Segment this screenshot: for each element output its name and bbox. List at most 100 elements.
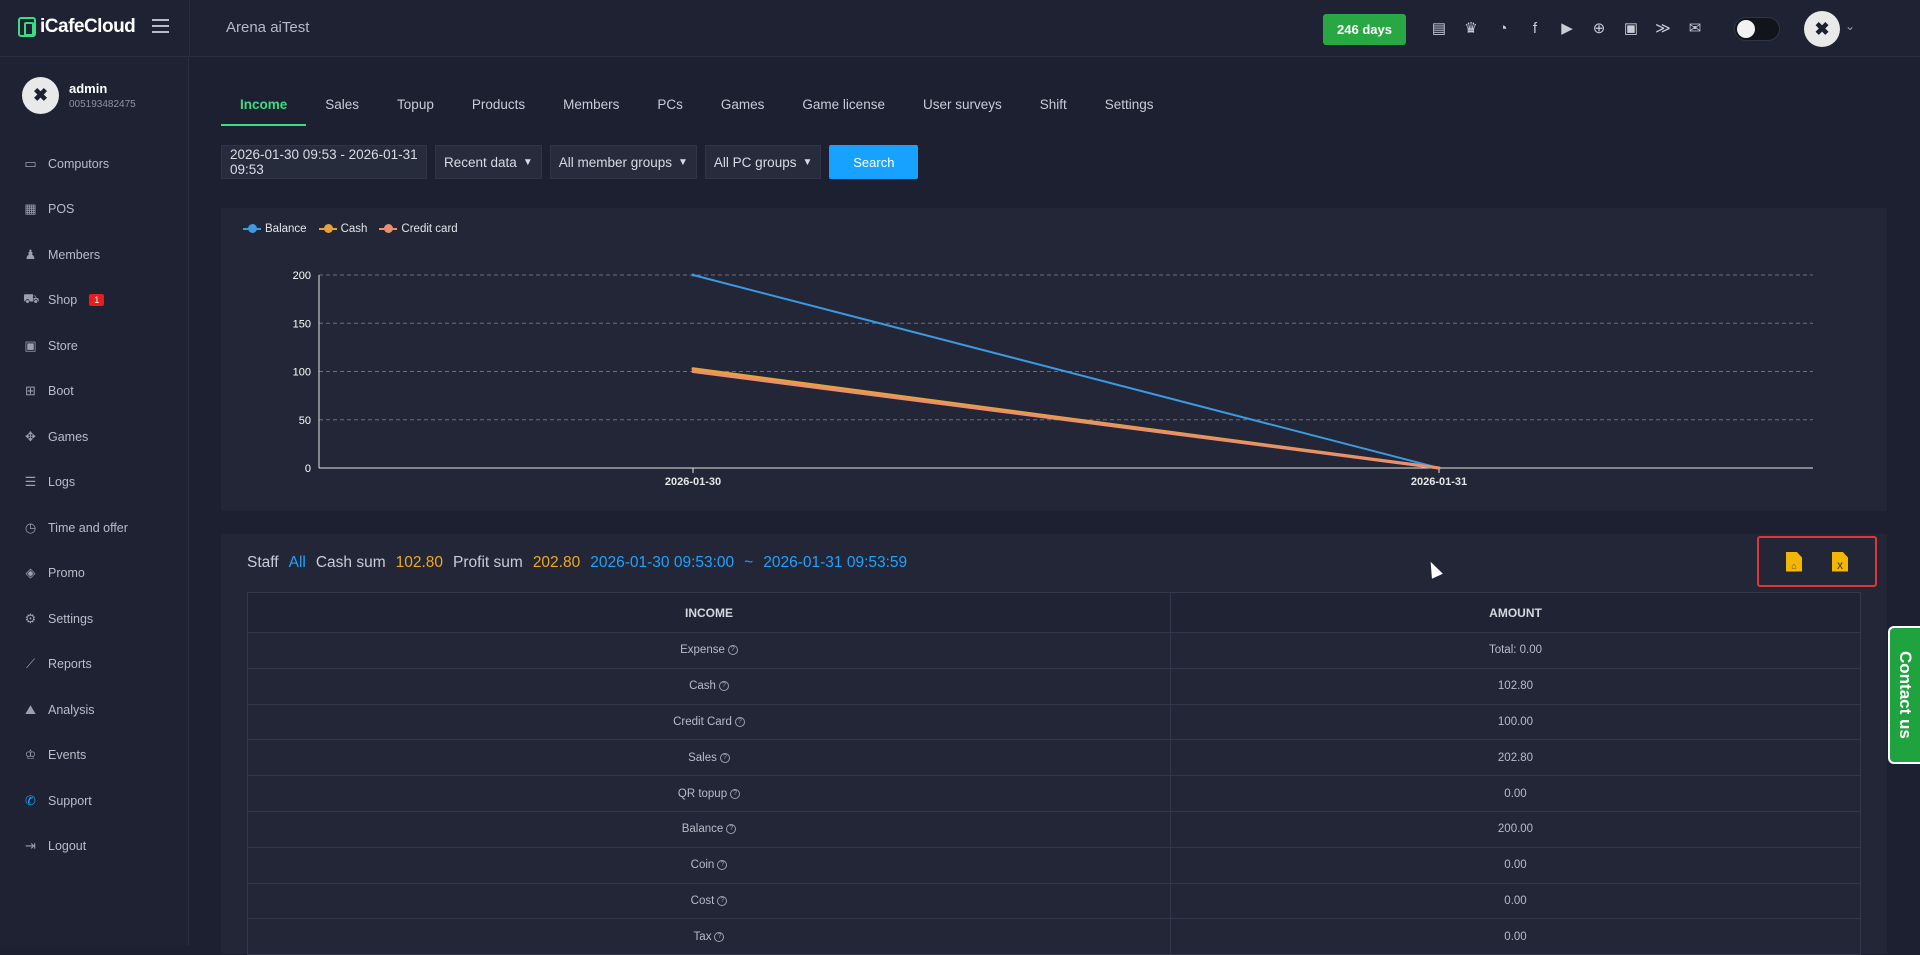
divider (189, 0, 190, 57)
staff-value[interactable]: All (288, 554, 306, 571)
tab-shift[interactable]: Shift (1039, 97, 1067, 112)
sidebar-item-events[interactable]: ♔ Events (0, 733, 189, 779)
sidebar-item-label: Logout (48, 839, 87, 854)
y-tick-label: 150 (293, 318, 311, 330)
rss-icon[interactable]: ◔ (1498, 19, 1508, 37)
sidebar-item-label: Games (48, 429, 89, 444)
income-label: Tax (693, 930, 712, 943)
tab-games[interactable]: Games (720, 97, 765, 112)
member-groups-select[interactable]: All member groups ▼ (549, 145, 697, 179)
data-point (1437, 466, 1441, 470)
chart-legend: Balance Cash Credit card (243, 223, 458, 235)
income-label: QR topup (677, 787, 728, 800)
help-icon[interactable]: ? (719, 752, 730, 763)
export-excel-icon[interactable]: X (1832, 551, 1848, 572)
user-profile[interactable]: ✖ admin 005193482475 (22, 77, 136, 114)
data-point (691, 367, 695, 371)
sidebar-item-label: Computors (48, 156, 110, 171)
data-select[interactable]: Recent data ▼ (435, 145, 542, 179)
mail-icon[interactable]: ✉ (1688, 20, 1702, 37)
member-groups-value: All member groups (558, 154, 673, 170)
sidebar-item-label: Shop (48, 293, 78, 308)
income-summary-panel: Staff All Cash sum 102.80 Profit sum 202… (221, 534, 1887, 955)
brand-icon[interactable]: ≫ (1655, 20, 1671, 37)
sidebar-item-label: Promo (48, 566, 85, 581)
y-tick-label: 0 (305, 463, 311, 475)
hamburger-menu-icon[interactable] (152, 19, 169, 33)
help-icon[interactable]: ? (714, 931, 725, 942)
tab-income[interactable]: Income (221, 88, 307, 126)
icafe-icon[interactable]: ▣ (1623, 20, 1639, 37)
tab-members[interactable]: Members (563, 97, 620, 112)
days-badge[interactable]: 246 days (1323, 14, 1406, 45)
help-icon[interactable]: ? (727, 645, 738, 656)
tab-game-license[interactable]: Game license (802, 97, 885, 112)
tag-icon: ◈ (25, 565, 36, 581)
area-chart-icon: ⛰ (25, 701, 36, 717)
tab-pcs[interactable]: PCs (657, 97, 683, 112)
ranking-icon[interactable]: ▤ (1431, 20, 1447, 37)
youtube-icon[interactable]: ▶ (1561, 20, 1573, 37)
income-cell: Cash? (247, 667, 1171, 705)
sidebar-item-reports[interactable]: ⟋ Reports (0, 642, 189, 688)
pc-groups-select[interactable]: All PC groups ▼ (704, 145, 822, 179)
help-icon[interactable]: ? (734, 716, 745, 727)
tab-settings[interactable]: Settings (1104, 97, 1154, 112)
sidebar-item-logout[interactable]: ⇥ Logout (0, 824, 189, 870)
help-icon[interactable]: ? (718, 681, 729, 692)
sidebar-nav: ▭ Computors ▦ POS ♟ Members ⛟ Shop 1 ▣ Store ⊞ Boot ✥… (0, 141, 189, 869)
sidebar-item-boot[interactable]: ⊞ Boot (0, 369, 189, 415)
sidebar-item-time-and-offer[interactable]: ◷ Time and offer (0, 505, 189, 551)
chevron-down-icon: ▼ (678, 156, 688, 168)
sidebar-item-store[interactable]: ▣ Store (0, 323, 189, 369)
facebook-icon[interactable]: f (1532, 19, 1538, 37)
legend-item-credit-card[interactable]: Credit card (379, 223, 458, 235)
date-range-input[interactable]: 2026-01-30 09:53 - 2026-01-31 09:53 (221, 145, 427, 179)
trophy-icon[interactable]: ♛ (1464, 20, 1478, 37)
sidebar-item-logs[interactable]: ☰ Logs (0, 460, 189, 506)
sidebar-item-settings[interactable]: ⚙ Settings (0, 596, 189, 642)
cash-sum-label: Cash sum (315, 554, 386, 571)
chevron-down-icon[interactable]: ⌄ (1845, 19, 1856, 33)
help-icon[interactable]: ? (726, 824, 737, 835)
theme-toggle[interactable] (1734, 17, 1780, 41)
tab-products[interactable]: Products (471, 97, 526, 112)
sidebar-item-computors[interactable]: ▭ Computors (0, 141, 189, 187)
sidebar-item-support[interactable]: ✆ Support (0, 778, 189, 824)
help-icon[interactable]: ? (730, 788, 741, 799)
tab-user-surveys[interactable]: User surveys (922, 97, 1002, 112)
app-logo[interactable]: iCafeCloud (18, 16, 136, 38)
tab-sales[interactable]: Sales (325, 97, 360, 112)
help-icon[interactable]: ? (717, 860, 728, 871)
globe-icon[interactable]: ⊕ (1592, 20, 1606, 37)
bag-icon: ▣ (24, 337, 37, 353)
income-cell: Sales? (247, 739, 1171, 777)
table-row: Sales? 202.80 (247, 739, 1861, 777)
income-cell: Credit Card? (247, 703, 1171, 741)
legend-item-balance[interactable]: Balance (243, 223, 307, 235)
amount-cell: 0.00 (1170, 775, 1861, 812)
help-icon[interactable]: ? (717, 895, 728, 906)
export-buttons: ⌂ X (1757, 536, 1877, 587)
income-label: Balance (681, 823, 724, 836)
amount-cell: 202.80 (1170, 739, 1861, 777)
sidebar-item-label: Support (48, 793, 92, 808)
contact-us-button[interactable]: Contact us (1888, 626, 1920, 764)
cash-sum-value: 102.80 (395, 554, 444, 571)
search-button[interactable]: Search (829, 145, 919, 179)
amount-cell: 102.80 (1170, 667, 1861, 705)
sidebar-item-analysis[interactable]: ⛰ Analysis (0, 687, 189, 733)
sidebar-item-members[interactable]: ♟ Members (0, 232, 189, 278)
legend-item-cash[interactable]: Cash (318, 223, 367, 235)
export-pdf-icon[interactable]: ⌂ (1786, 551, 1802, 572)
legend-label: Balance (265, 223, 307, 235)
avatar[interactable]: ✖ (1804, 11, 1840, 47)
sidebar-item-promo[interactable]: ◈ Promo (0, 551, 189, 597)
windows-icon: ⊞ (25, 383, 36, 399)
sidebar-item-shop[interactable]: ⛟ Shop 1 (0, 278, 189, 324)
tab-topup[interactable]: Topup (397, 97, 434, 112)
chevron-down-icon: ▼ (802, 156, 813, 168)
sidebar-item-games[interactable]: ✥ Games (0, 414, 189, 460)
amount-cell: 0.00 (1170, 918, 1861, 955)
sidebar-item-pos[interactable]: ▦ POS (0, 187, 189, 233)
